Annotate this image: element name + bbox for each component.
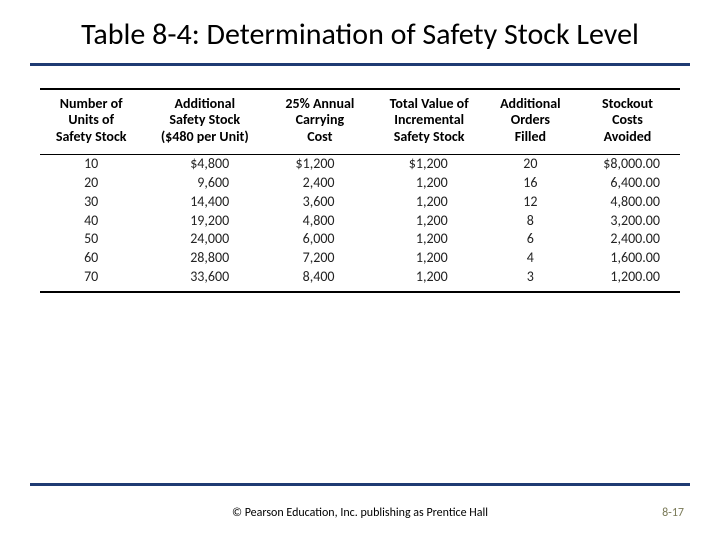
table-row: 10 $4,800 $1,200 $1,200 20 $8,000.00 bbox=[40, 154, 680, 173]
cell: $8,000.00 bbox=[575, 154, 680, 173]
cell: 4 bbox=[486, 249, 575, 268]
cell: $1,200 bbox=[373, 154, 486, 173]
cell: 12 bbox=[486, 193, 575, 212]
cell: 3,600 bbox=[267, 193, 372, 212]
cell: 50 bbox=[40, 230, 142, 249]
cell: 6,400.00 bbox=[575, 174, 680, 193]
cell: 28,800 bbox=[142, 249, 267, 268]
cell: 1,200 bbox=[373, 230, 486, 249]
bottom-rule bbox=[30, 483, 690, 486]
table-row: 40 19,200 4,800 1,200 8 3,200.00 bbox=[40, 212, 680, 231]
cell: 70 bbox=[40, 268, 142, 292]
col-header-additional-stock: AdditionalSafety Stock($480 per Unit) bbox=[142, 89, 267, 155]
cell: 16 bbox=[486, 174, 575, 193]
safety-stock-table: Number ofUnits ofSafety Stock Additional… bbox=[40, 88, 680, 294]
cell: 20 bbox=[486, 154, 575, 173]
cell: 33,600 bbox=[142, 268, 267, 292]
cell: 4,800 bbox=[267, 212, 372, 231]
table-row: 70 33,600 8,400 1,200 3 1,200.00 bbox=[40, 268, 680, 292]
cell: 3 bbox=[486, 268, 575, 292]
col-header-incremental-value: Total Value ofIncrementalSafety Stock bbox=[373, 89, 486, 155]
cell: 2,400.00 bbox=[575, 230, 680, 249]
cell: 1,200 bbox=[373, 249, 486, 268]
cell: 8 bbox=[486, 212, 575, 231]
copyright-footer: © Pearson Education, Inc. publishing as … bbox=[0, 506, 720, 520]
cell: 1,600.00 bbox=[575, 249, 680, 268]
cell: 19,200 bbox=[142, 212, 267, 231]
table-header-row: Number ofUnits ofSafety Stock Additional… bbox=[40, 89, 680, 155]
cell: 20 bbox=[40, 174, 142, 193]
cell: 40 bbox=[40, 212, 142, 231]
table-row: 30 14,400 3,600 1,200 12 4,800.00 bbox=[40, 193, 680, 212]
col-header-costs-avoided: StockoutCostsAvoided bbox=[575, 89, 680, 155]
cell: 6,000 bbox=[267, 230, 372, 249]
cell: 60 bbox=[40, 249, 142, 268]
cell: 30 bbox=[40, 193, 142, 212]
cell: 1,200.00 bbox=[575, 268, 680, 292]
page-number: 8-17 bbox=[662, 506, 684, 520]
col-header-units: Number ofUnits ofSafety Stock bbox=[40, 89, 142, 155]
cell: 6 bbox=[486, 230, 575, 249]
cell: 8,400 bbox=[267, 268, 372, 292]
cell: 14,400 bbox=[142, 193, 267, 212]
cell: 24,000 bbox=[142, 230, 267, 249]
table-row: 60 28,800 7,200 1,200 4 1,600.00 bbox=[40, 249, 680, 268]
cell: 4,800.00 bbox=[575, 193, 680, 212]
cell: 3,200.00 bbox=[575, 212, 680, 231]
cell: 1,200 bbox=[373, 268, 486, 292]
table-container: Number ofUnits ofSafety Stock Additional… bbox=[0, 66, 720, 294]
cell: $4,800 bbox=[142, 154, 267, 173]
cell: 1,200 bbox=[373, 212, 486, 231]
cell: $1,200 bbox=[267, 154, 372, 173]
slide-title: Table 8-4: Determination of Safety Stock… bbox=[0, 0, 720, 61]
cell: 1,200 bbox=[373, 193, 486, 212]
col-header-carrying-cost: 25% AnnualCarryingCost bbox=[267, 89, 372, 155]
table-row: 50 24,000 6,000 1,200 6 2,400.00 bbox=[40, 230, 680, 249]
cell: 9,600 bbox=[142, 174, 267, 193]
cell: 2,400 bbox=[267, 174, 372, 193]
table-body: 10 $4,800 $1,200 $1,200 20 $8,000.00 20 … bbox=[40, 154, 680, 292]
col-header-orders-filled: AdditionalOrdersFilled bbox=[486, 89, 575, 155]
cell: 7,200 bbox=[267, 249, 372, 268]
cell: 10 bbox=[40, 154, 142, 173]
table-row: 20 9,600 2,400 1,200 16 6,400.00 bbox=[40, 174, 680, 193]
cell: 1,200 bbox=[373, 174, 486, 193]
